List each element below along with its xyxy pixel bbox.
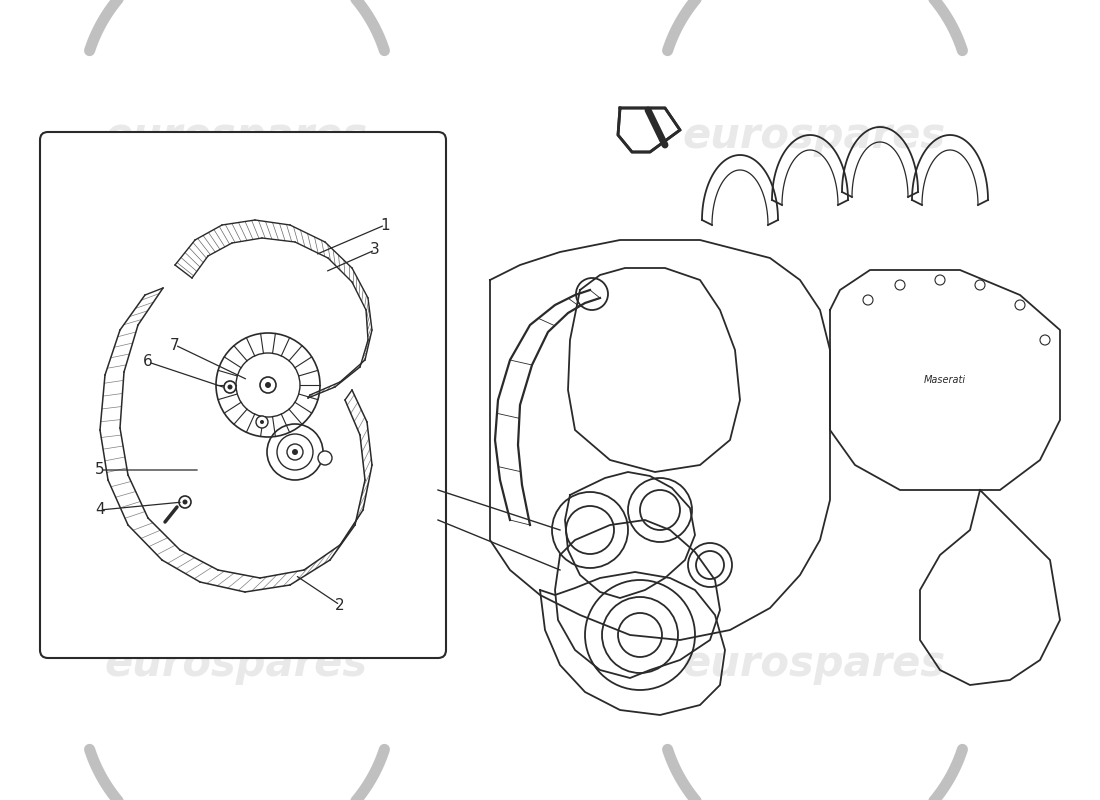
Polygon shape (618, 108, 680, 152)
Text: eurospares: eurospares (682, 643, 946, 685)
Circle shape (256, 416, 268, 428)
Text: eurospares: eurospares (682, 115, 946, 157)
Text: 4: 4 (96, 502, 104, 518)
FancyBboxPatch shape (40, 132, 446, 658)
Text: 6: 6 (143, 354, 153, 370)
Circle shape (318, 451, 332, 465)
Circle shape (260, 420, 264, 424)
Circle shape (265, 382, 271, 388)
Circle shape (292, 449, 298, 455)
Circle shape (183, 499, 187, 505)
Circle shape (179, 496, 191, 508)
Text: 1: 1 (381, 218, 389, 233)
Circle shape (224, 381, 236, 393)
Circle shape (287, 444, 303, 460)
Text: eurospares: eurospares (104, 115, 368, 157)
Text: 3: 3 (370, 242, 379, 258)
Text: Maserati: Maserati (924, 375, 966, 385)
Text: eurospares: eurospares (104, 643, 368, 685)
Text: 5: 5 (96, 462, 104, 478)
Circle shape (260, 377, 276, 393)
Text: 2: 2 (336, 598, 344, 613)
Text: 7: 7 (170, 338, 179, 353)
Circle shape (228, 385, 232, 390)
